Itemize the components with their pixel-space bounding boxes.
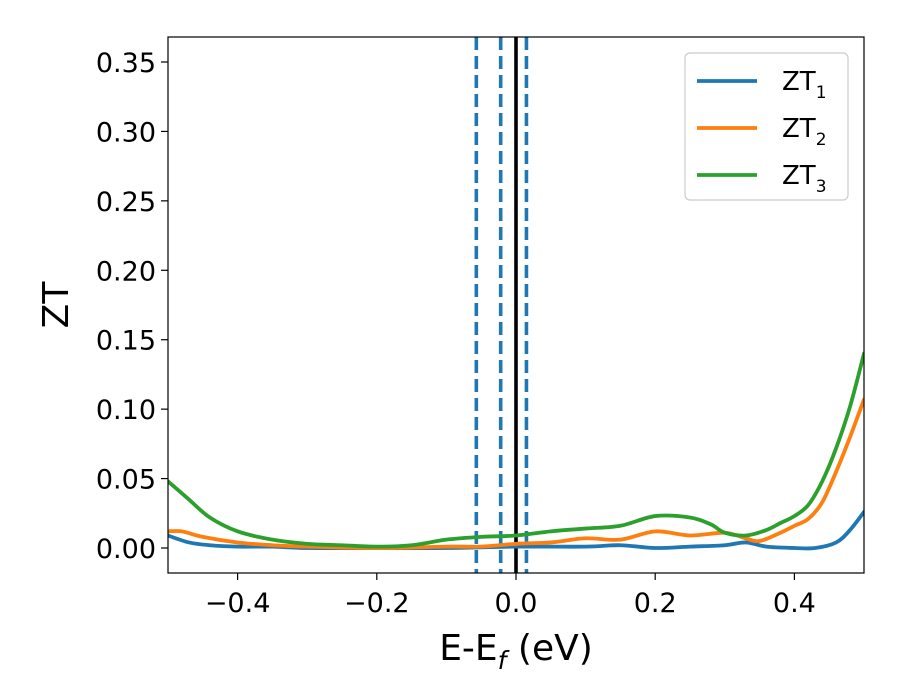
legend-label-subscript: 2 bbox=[816, 130, 827, 150]
x-axis-title-unit: (eV) bbox=[506, 628, 592, 669]
x-axis-title-main: E-E bbox=[439, 628, 497, 669]
legend-label-zt1: ZT1 bbox=[782, 67, 827, 103]
x-tick-label: −0.4 bbox=[205, 588, 271, 619]
legend-label-main: ZT bbox=[782, 67, 816, 97]
y-tick-label: 0.20 bbox=[96, 256, 156, 287]
legend-label-subscript: 3 bbox=[816, 177, 827, 197]
axis-labels: E-Ef (eV) ZT bbox=[36, 281, 593, 675]
x-tick-label: −0.2 bbox=[344, 588, 410, 619]
legend-label-main: ZT bbox=[782, 161, 816, 191]
y-tick-label: 0.00 bbox=[96, 534, 156, 565]
y-tick-label: 0.30 bbox=[96, 117, 156, 148]
legend-label-main: ZT bbox=[782, 114, 816, 144]
y-tick-label: 0.05 bbox=[96, 465, 156, 496]
plot-area bbox=[168, 37, 864, 573]
legend-label-zt3: ZT3 bbox=[782, 161, 827, 197]
x-tick-label: 0.2 bbox=[634, 588, 677, 619]
axes: −0.4 −0.2 0.0 0.2 0.4 0.00 0.05 0.10 0.15 0.20 0.2… bbox=[96, 36, 865, 619]
plot-clipped-group bbox=[168, 37, 864, 573]
series-line-zt1 bbox=[168, 510, 864, 551]
series-line-zt2 bbox=[168, 397, 864, 550]
series-line-zt3 bbox=[168, 351, 864, 549]
x-axis-title: E-Ef (eV) bbox=[439, 628, 593, 675]
y-tick-label: 0.15 bbox=[96, 326, 156, 357]
y-tick-label: 0.35 bbox=[96, 48, 156, 79]
y-axis-title: ZT bbox=[36, 281, 77, 329]
y-tick-label: 0.10 bbox=[96, 395, 156, 426]
legend-box bbox=[684, 52, 849, 201]
x-tick-label: 0.4 bbox=[773, 588, 816, 619]
legend-label-subscript: 1 bbox=[816, 83, 827, 103]
x-tick-label: 0.0 bbox=[495, 588, 538, 619]
legend-label-zt2: ZT2 bbox=[782, 114, 827, 150]
y-tick-label: 0.25 bbox=[96, 187, 156, 218]
